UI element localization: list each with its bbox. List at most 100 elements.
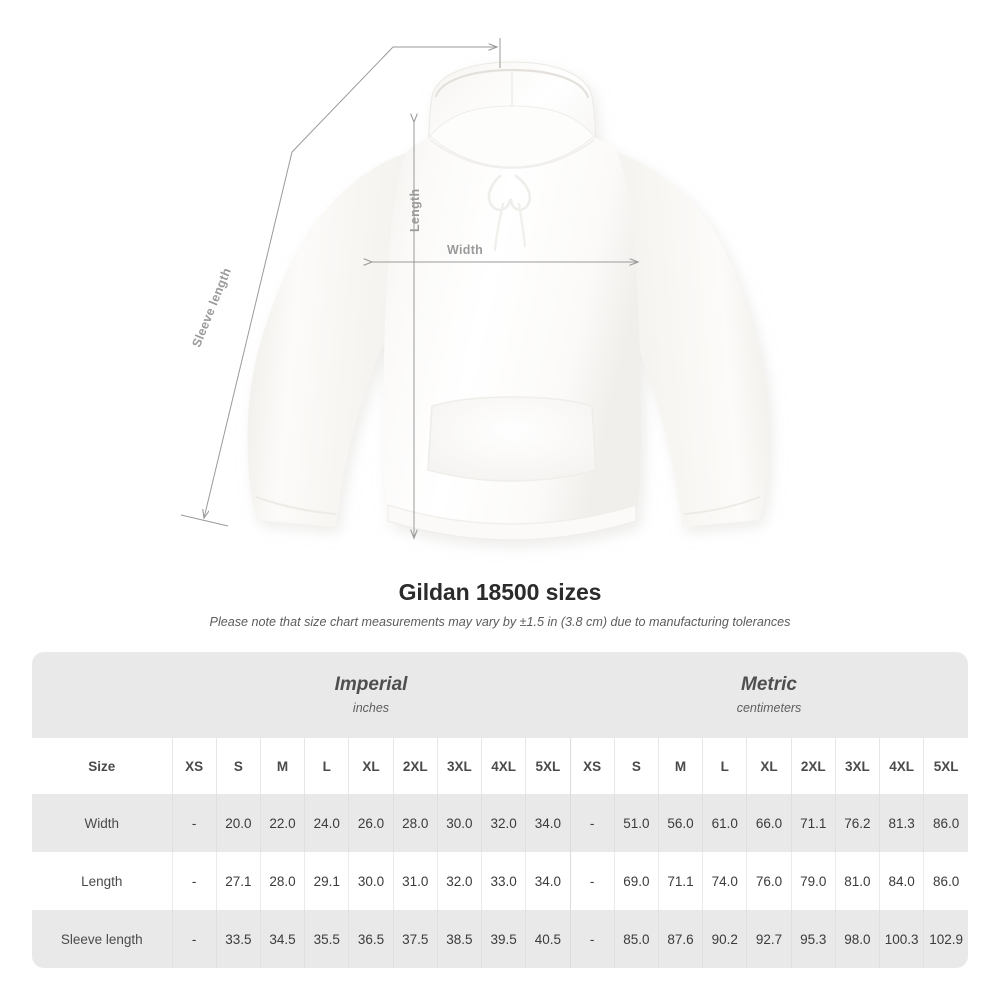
cell-width-metric-xl: 66.0 (746, 794, 792, 852)
cell-sleeve-length-metric-s: 85.0 (613, 910, 659, 968)
sleeve-guide-lower (204, 151, 293, 518)
cell-width-imperial-l: 24.0 (304, 794, 349, 852)
cell-length-imperial-xl: 30.0 (348, 852, 394, 910)
right-shoulder-seam (511, 139, 595, 169)
cell-width-metric-4xl: 81.3 (879, 794, 924, 852)
cell-sleeve-length-imperial-xl: 36.5 (348, 910, 394, 968)
cell-sleeve-length-imperial-s: 33.5 (215, 910, 261, 968)
cell-length-imperial-s: 27.1 (215, 852, 261, 910)
cell-sleeve-length-metric-5xl: 102.9 (923, 910, 969, 968)
size-column-header: Size (32, 738, 172, 794)
cell-sleeve-length-imperial-3xl: 38.5 (436, 910, 482, 968)
cell-sleeve-length-metric-l: 90.2 (702, 910, 747, 968)
cell-width-imperial-5xl: 34.0 (525, 794, 570, 852)
table-row: Length -27.1 28.0 29.1 30.0 31.0 32.0 33.0 34.0-… (32, 852, 969, 910)
row-label-sleeve-length: Sleeve length (32, 910, 172, 968)
size-header-metric-3xl: 3XL (834, 738, 880, 794)
unit-name-metric: Metric (741, 674, 797, 695)
cell-width-imperial-m: 22.0 (259, 794, 305, 852)
unit-sub-metric: centimeters (736, 701, 802, 715)
cell-width-imperial-s: 20.0 (215, 794, 261, 852)
size-header-metric-xs: XS (569, 738, 615, 794)
size-chart-table-wrapper: Imperial inches Metric centimeters Size X… (32, 652, 969, 968)
cell-length-metric-m: 71.1 (657, 852, 703, 910)
size-header-metric-5xl: 5XL (923, 738, 969, 794)
kangaroo-pocket (427, 396, 597, 482)
size-header-imperial-4xl: 4XL (481, 738, 526, 794)
size-header-imperial-s: S (215, 738, 261, 794)
size-header-metric-l: L (702, 738, 747, 794)
hoodie-body-group (247, 61, 769, 541)
length-measure-label: Length (408, 188, 422, 232)
measurement-guides (180, 38, 638, 538)
size-chart-table: Imperial inches Metric centimeters Size X… (32, 652, 969, 968)
cell-width-metric-l: 61.0 (702, 794, 747, 852)
size-header-imperial-2xl: 2XL (392, 738, 438, 794)
pocket-right-edge (591, 405, 597, 471)
unit-name-imperial: Imperial (334, 674, 408, 695)
cell-sleeve-length-metric-xs: - (569, 910, 615, 968)
unit-banner-imperial: Imperial inches (172, 652, 570, 738)
table-row: Width -20.0 22.0 24.0 26.0 28.0 30.0 32.0 34.0-5… (32, 794, 969, 852)
cell-length-metric-xs: - (569, 852, 615, 910)
sleeve-guide-upper (291, 46, 394, 153)
cell-length-metric-2xl: 79.0 (790, 852, 836, 910)
unit-banner-spacer (32, 652, 172, 738)
cell-length-imperial-2xl: 31.0 (392, 852, 438, 910)
page-title: Gildan 18500 sizes (398, 579, 602, 605)
cell-length-metric-s: 69.0 (613, 852, 659, 910)
cell-width-metric-m: 56.0 (657, 794, 703, 852)
cell-sleeve-length-imperial-l: 35.5 (304, 910, 349, 968)
width-measure-label: Width (447, 243, 484, 257)
cell-sleeve-length-metric-2xl: 95.3 (790, 910, 836, 968)
cell-sleeve-length-imperial-4xl: 39.5 (481, 910, 526, 968)
hood-rim (434, 68, 590, 99)
sleeve-cuff-tick (180, 514, 229, 527)
cell-width-metric-xs: - (569, 794, 615, 852)
hood-collar (429, 105, 595, 168)
cell-width-metric-s: 51.0 (613, 794, 659, 852)
cell-length-imperial-m: 28.0 (259, 852, 305, 910)
drawstring (487, 174, 531, 252)
size-header-metric-m: M (657, 738, 703, 794)
cell-length-metric-3xl: 81.0 (834, 852, 880, 910)
right-sleeve (608, 152, 769, 527)
cell-width-imperial-4xl: 32.0 (481, 794, 526, 852)
tolerance-note: Please note that size chart measurements… (209, 615, 791, 629)
size-header-imperial-xl: XL (348, 738, 394, 794)
size-header-imperial-5xl: 5XL (525, 738, 570, 794)
cell-sleeve-length-metric-4xl: 100.3 (879, 910, 924, 968)
size-header-metric-s: S (613, 738, 659, 794)
cell-length-imperial-4xl: 33.0 (481, 852, 526, 910)
size-header-metric-2xl: 2XL (790, 738, 836, 794)
cell-length-metric-5xl: 86.0 (923, 852, 969, 910)
left-shoulder-seam (429, 139, 513, 169)
cell-sleeve-length-imperial-5xl: 40.5 (525, 910, 570, 968)
right-cuff-seam (683, 496, 761, 515)
garment-diagram: Length Width Sleeve length (180, 38, 769, 541)
cell-width-imperial-3xl: 30.0 (436, 794, 482, 852)
cell-width-metric-3xl: 76.2 (834, 794, 880, 852)
size-header-metric-xl: XL (746, 738, 792, 794)
cell-length-metric-4xl: 84.0 (879, 852, 924, 910)
unit-sub-imperial: inches (352, 701, 390, 715)
pocket-left-edge (427, 405, 433, 471)
cell-sleeve-length-metric-xl: 92.7 (746, 910, 792, 968)
cell-sleeve-length-metric-3xl: 98.0 (834, 910, 880, 968)
cell-width-metric-5xl: 86.0 (923, 794, 969, 852)
waistband (387, 504, 637, 541)
cell-width-imperial-xl: 26.0 (348, 794, 394, 852)
left-cuff-seam (255, 496, 337, 515)
cell-sleeve-length-metric-m: 87.6 (657, 910, 703, 968)
title-block: Gildan 18500 sizes Please note that size… (0, 578, 1000, 630)
cell-width-imperial-xs: - (171, 794, 217, 852)
unit-banner-metric: Metric centimeters (570, 652, 969, 738)
row-label-width: Width (32, 794, 172, 852)
cell-length-metric-xl: 76.0 (746, 852, 792, 910)
cell-sleeve-length-imperial-m: 34.5 (259, 910, 305, 968)
cell-sleeve-length-imperial-xs: - (171, 910, 217, 968)
left-sleeve (247, 152, 416, 527)
table-row: Sleeve length -33.5 34.5 35.5 36.5 37.5 38.5 39… (32, 910, 969, 968)
size-header-imperial-m: M (259, 738, 305, 794)
row-label-length: Length (32, 852, 172, 910)
